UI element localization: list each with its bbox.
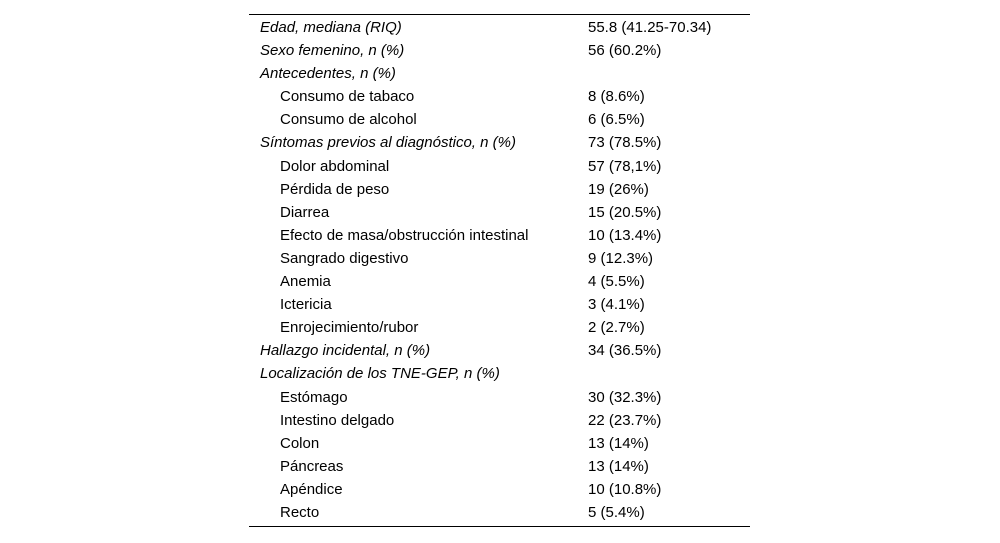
row-label: Páncreas — [280, 457, 344, 475]
row-label: Anemia — [280, 273, 331, 291]
table-row: Dolor abdominal 57 (78,1%) — [249, 155, 750, 178]
table-row: Intestino delgado 22 (23.7%) — [249, 409, 750, 432]
table-row: Edad, mediana (RIQ) 55.8 (41.25-70.34) — [249, 16, 750, 39]
row-label: Apéndice — [280, 480, 343, 498]
row-label: Edad, mediana (RIQ) — [260, 19, 402, 36]
table-row: Recto 5 (5.4%) — [249, 501, 750, 524]
table-row: Estómago 30 (32.3%) — [249, 386, 750, 409]
row-label: Intestino delgado — [280, 411, 395, 429]
patient-characteristics-table: Edad, mediana (RIQ) 55.8 (41.25-70.34) S… — [249, 14, 750, 528]
row-label: Sexo femenino, n (%) — [260, 42, 405, 60]
table-row: Anemia 4 (5.5%) — [249, 270, 750, 293]
row-label: Colon — [280, 434, 320, 452]
row-label: Consumo de tabaco — [280, 88, 415, 106]
row-value: 4 (5.5%) — [588, 273, 645, 291]
row-value: 13 (14%) — [588, 434, 649, 452]
table-row: Ictericia 3 (4.1%) — [249, 293, 750, 316]
table-row: Hallazgo incidental, n (%) 34 (36.5%) — [249, 339, 750, 362]
table-row: Antecedentes, n (%) — [249, 62, 750, 85]
row-label: Estómago — [280, 388, 348, 406]
table-row: Síntomas previos al diagnóstico, n (%) 7… — [249, 131, 750, 154]
row-value: 9 (12.3%) — [588, 249, 654, 267]
row-value: 56 (60.2%) — [588, 42, 662, 60]
row-value: 57 (78,1%) — [588, 157, 662, 175]
table-row: Consumo de alcohol 6 (6.5%) — [249, 108, 750, 131]
row-label: Síntomas previos al diagnóstico, n (%) — [260, 134, 516, 152]
row-value: 22 (23.7%) — [588, 411, 662, 429]
table-row: Diarrea 15 (20.5%) — [249, 201, 750, 224]
table-row: Localización de los TNE-GEP, n (%) — [249, 362, 750, 385]
table-row: Efecto de masa/obstrucción intestinal 10… — [249, 224, 750, 247]
row-label: Recto — [280, 503, 320, 521]
row-label: Hallazgo incidental, n (%) — [260, 342, 431, 360]
row-value: 19 (26%) — [588, 180, 649, 198]
table-row: Consumo de tabaco 8 (8.6%) — [249, 85, 750, 108]
row-label: Ictericia — [280, 296, 332, 314]
row-label: Antecedentes, n (%) — [260, 65, 396, 83]
row-label: Consumo de alcohol — [280, 111, 417, 129]
row-value: 13 (14%) — [588, 457, 649, 475]
row-label: Sangrado digestivo — [280, 249, 409, 267]
row-label: Diarrea — [280, 203, 330, 221]
row-label: Enrojecimiento/rubor — [280, 319, 419, 337]
table-row: Apéndice 10 (10.8%) — [249, 478, 750, 501]
row-value: 8 (8.6%) — [588, 88, 645, 106]
row-value: 6 (6.5%) — [588, 111, 645, 129]
row-label: Pérdida de peso — [280, 180, 390, 198]
table-row: Colon 13 (14%) — [249, 432, 750, 455]
row-label: Dolor abdominal — [280, 157, 390, 175]
row-value: 15 (20.5%) — [588, 203, 662, 221]
row-value: 5 (5.4%) — [588, 503, 645, 521]
table-row: Sexo femenino, n (%) 56 (60.2%) — [249, 39, 750, 62]
table-row: Páncreas 13 (14%) — [249, 455, 750, 478]
row-value: 73 (78.5%) — [588, 134, 662, 152]
table-row: Pérdida de peso 19 (26%) — [249, 178, 750, 201]
row-label: Localización de los TNE-GEP, n (%) — [260, 365, 500, 383]
row-value: 34 (36.5%) — [588, 342, 662, 360]
row-value: 10 (13.4%) — [588, 226, 662, 244]
table-row: Sangrado digestivo 9 (12.3%) — [249, 247, 750, 270]
row-value: 2 (2.7%) — [588, 319, 645, 337]
row-label: Efecto de masa/obstrucción intestinal — [280, 226, 529, 244]
row-value: 30 (32.3%) — [588, 388, 662, 406]
row-value: 10 (10.8%) — [588, 480, 662, 498]
row-value: 55.8 (41.25-70.34) — [588, 19, 712, 36]
row-value: 3 (4.1%) — [588, 296, 645, 314]
table-row: Enrojecimiento/rubor 2 (2.7%) — [249, 316, 750, 339]
